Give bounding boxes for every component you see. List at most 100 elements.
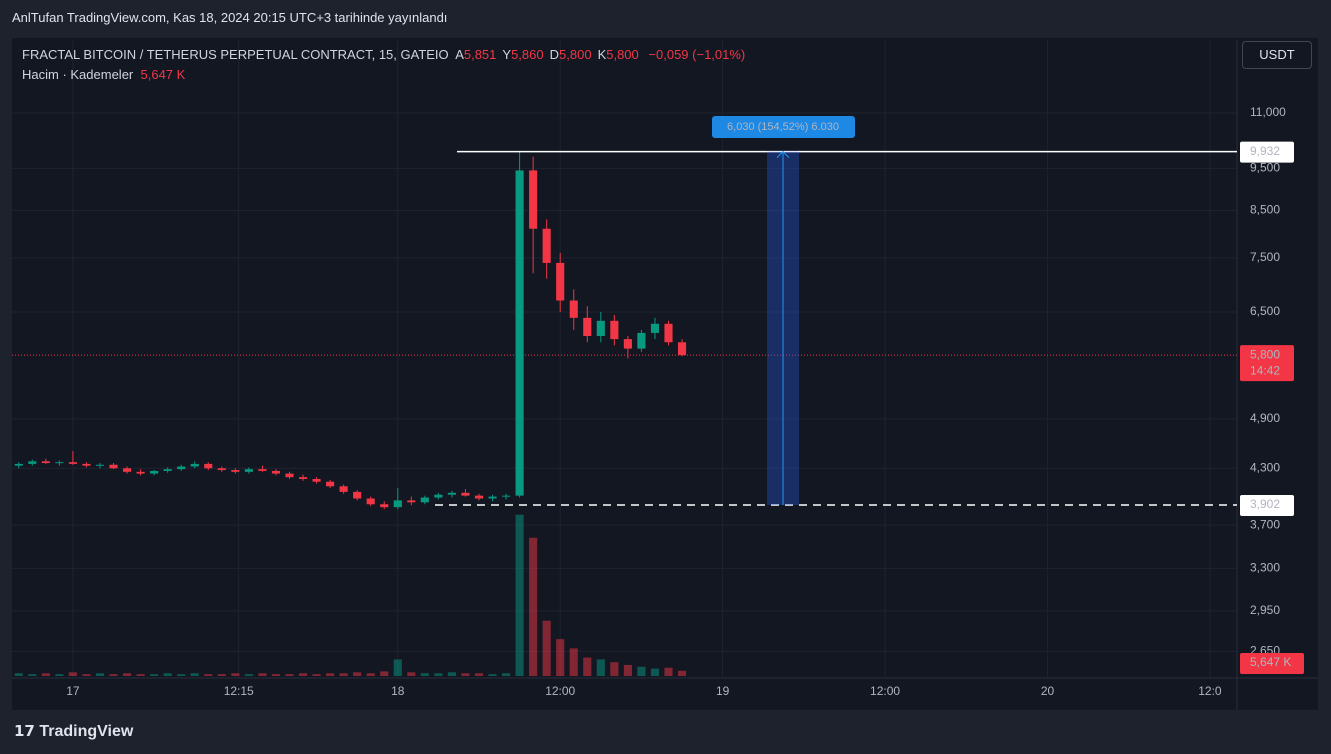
candle-body [122,468,132,472]
candle-body [258,469,267,471]
y-tick-label: 3,700 [1250,517,1280,531]
x-tick-label: 19 [716,684,730,698]
change: −0,059 (−1,01%) [648,47,746,62]
volume-bar [231,673,240,676]
candle-body [163,469,172,471]
volume-bar [434,673,443,676]
ohlc-value: 5,851 [463,47,497,62]
x-tick-label: 20 [1041,684,1055,698]
candle-body [596,320,605,337]
x-tick-label: 12:00 [545,684,575,698]
volume-bar [163,673,172,676]
volume-bar [637,666,646,676]
ohlc-label: K [597,47,607,62]
volume-bar [407,672,416,676]
volume-bar [583,657,592,676]
price-badge [1240,141,1294,163]
candle-body [380,504,389,508]
symbol-line: FRACTAL BITCOIN / TETHERUS PERPETUAL CON… [22,45,745,65]
candle-body [515,170,524,496]
volume-bar [312,674,321,676]
ohlc-label: A [455,47,464,62]
volume-bar [82,674,91,676]
volume-bar [461,673,470,676]
y-tick-label: 4,900 [1250,411,1280,425]
volume-bar [502,673,511,676]
symbol: FRACTAL BITCOIN / TETHERUS PERPETUAL CON… [22,47,449,62]
volume-bar [447,672,456,676]
candle-body [677,342,687,356]
candle-body [366,498,375,505]
legend: FRACTAL BITCOIN / TETHERUS PERPETUAL CON… [22,45,745,85]
candle-body [312,478,321,482]
candle-body [82,463,91,466]
countdown: 14:42 [1250,363,1280,377]
volume-bar [68,672,77,676]
x-tick-label: 12:0 [1198,684,1222,698]
candle-body [298,477,308,479]
candle-body [326,481,335,487]
candle-body [461,492,470,496]
volume-bar [353,672,362,676]
candle-body [204,463,213,469]
volume-label: Hacim · Kademeler [22,67,134,82]
candle-body [271,470,281,474]
candle-body [583,317,592,337]
volume-bar [474,673,484,676]
volume-bar [271,674,281,676]
volume-bar [677,670,687,676]
candle-body [623,339,632,349]
volume-bar [122,673,132,676]
price-badge [1240,653,1304,674]
candle-body [407,500,416,503]
candle-body [41,461,50,464]
volume-bar [177,674,186,676]
candle-body [434,494,443,498]
volume-bar [41,673,50,676]
candle-body [177,466,186,470]
candle-body [556,262,565,301]
candle-body [109,464,118,469]
volume-bar [109,674,118,676]
candle-body [488,496,497,499]
volume-bar [136,674,145,676]
volume-bar [258,673,267,676]
y-tick-label: 3,300 [1250,561,1280,575]
brand: TradingView [39,723,134,740]
volume-bar [488,674,497,676]
low-marker-label: 3,902 [1250,497,1280,511]
y-tick-label: 4,300 [1250,460,1280,474]
candle-body [95,464,105,466]
volume-line: Hacim · Kademeler 5,647 K [22,65,745,85]
volume-bar [244,674,253,676]
currency-button[interactable]: USDT [1242,41,1312,69]
volume-bar [542,620,551,676]
candle-body [150,470,159,474]
logo: 𝟭𝟳 [14,723,35,740]
volume-bar [95,673,105,676]
volume-bar [150,674,159,676]
volume-bar [596,659,605,676]
volume-bar [529,537,538,676]
volume-bar [420,673,429,676]
candle-body [502,495,511,497]
x-tick-label: 12:00 [870,684,900,698]
footer: 𝟭𝟳 TradingView [14,722,133,741]
candle-body [136,471,145,474]
chart-panel [12,38,1318,710]
price-badge [1240,495,1294,517]
high-marker-label: 9,932 [1250,144,1280,158]
candle-body [353,491,362,499]
volume-bar [285,674,294,676]
volume-value: 5,647 K [140,67,186,82]
last-price-label: 5,800 [1250,347,1280,361]
ohlc: A5,851 Y5,860 D5,800 K5,800 [455,47,645,62]
volume-bar [217,674,226,676]
measure-label: 6,030 (154,52%) 6.030 [727,121,839,133]
volume-bar [326,673,335,676]
y-tick-label: 8,500 [1250,203,1280,217]
volume-bar [380,671,389,676]
y-tick-label: 6,500 [1250,304,1280,318]
ohlc-label: D [549,47,560,62]
